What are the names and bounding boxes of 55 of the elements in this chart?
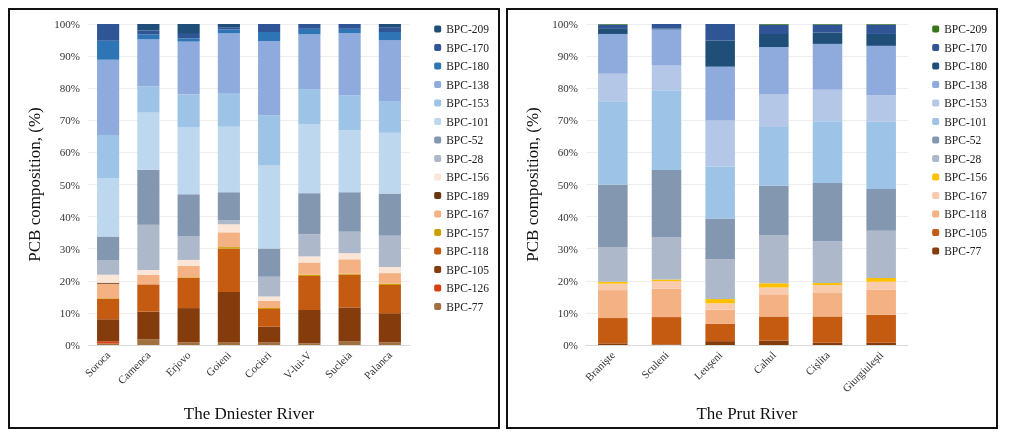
y-tick-label: 50% (557, 178, 578, 191)
legend-label: BPC-118 (446, 245, 489, 257)
legend-label: BPC-209 (944, 23, 988, 35)
y-tick-label: 100% (54, 18, 80, 30)
legend-label: BPC-170 (944, 41, 988, 54)
y-tick-label: 10% (59, 306, 80, 319)
x-axis-title: The Dniester River (183, 404, 315, 423)
legend-label: BPC-170 (446, 41, 490, 54)
legend-label: BPC-101 (446, 115, 490, 128)
legend-label: BPC-153 (446, 97, 490, 109)
y-tick-label: 60% (59, 146, 80, 159)
legend-label: BPC-153 (944, 97, 988, 109)
y-tick-label: 20% (59, 274, 80, 287)
x-axis-title: The Prut River (696, 404, 798, 423)
y-axis-title: PCB composition, (%) (25, 107, 45, 262)
y-tick-label: 10% (557, 306, 578, 319)
y-tick-label: 0% (65, 339, 80, 351)
legend-label: BPC-52 (944, 134, 982, 146)
legend-label: BPC-156 (944, 171, 988, 183)
legend-label: BPC-138 (944, 78, 988, 91)
legend-label: BPC-167 (944, 189, 988, 202)
legend-label: BPC-138 (446, 78, 490, 91)
legend-label: BPC-105 (944, 226, 988, 239)
y-tick-label: 80% (59, 82, 80, 95)
y-tick-label: 100% (552, 18, 578, 30)
legend-label: BPC-101 (944, 115, 988, 128)
y-tick-label: 60% (557, 146, 578, 159)
y-tick-label: 0% (563, 339, 578, 351)
legend-label: BPC-118 (944, 208, 987, 220)
y-tick-label: 50% (59, 178, 80, 191)
y-tick-label: 40% (59, 210, 80, 223)
y-tick-label: 90% (557, 50, 578, 63)
y-tick-label: 20% (557, 274, 578, 287)
y-tick-label: 40% (557, 210, 578, 223)
legend-label: BPC-209 (446, 23, 490, 35)
y-tick-label: 30% (59, 242, 80, 255)
y-tick-label: 90% (59, 50, 80, 63)
legend-label: BPC-157 (446, 226, 490, 239)
legend-label: BPC-105 (446, 263, 490, 276)
legend-label: BPC-77 (944, 245, 982, 257)
legend-label: BPC-77 (446, 300, 484, 313)
y-tick-label: 30% (557, 242, 578, 255)
y-axis-title: PCB composition, (%) (523, 107, 543, 262)
y-tick-label: 70% (59, 114, 80, 127)
legend-label: BPC-156 (446, 171, 490, 183)
legend-label: BPC-180 (944, 60, 988, 72)
y-tick-label: 80% (557, 82, 578, 95)
legend-label: BPC-180 (446, 60, 490, 72)
y-tick-label: 70% (557, 114, 578, 127)
legend-label: BPC-189 (446, 189, 490, 202)
legend-label: BPC-126 (446, 282, 490, 294)
legend-label: BPC-52 (446, 134, 484, 146)
legend-label: BPC-167 (446, 208, 490, 220)
legend-label: BPC-28 (944, 152, 982, 165)
legend-label: BPC-28 (446, 152, 484, 165)
